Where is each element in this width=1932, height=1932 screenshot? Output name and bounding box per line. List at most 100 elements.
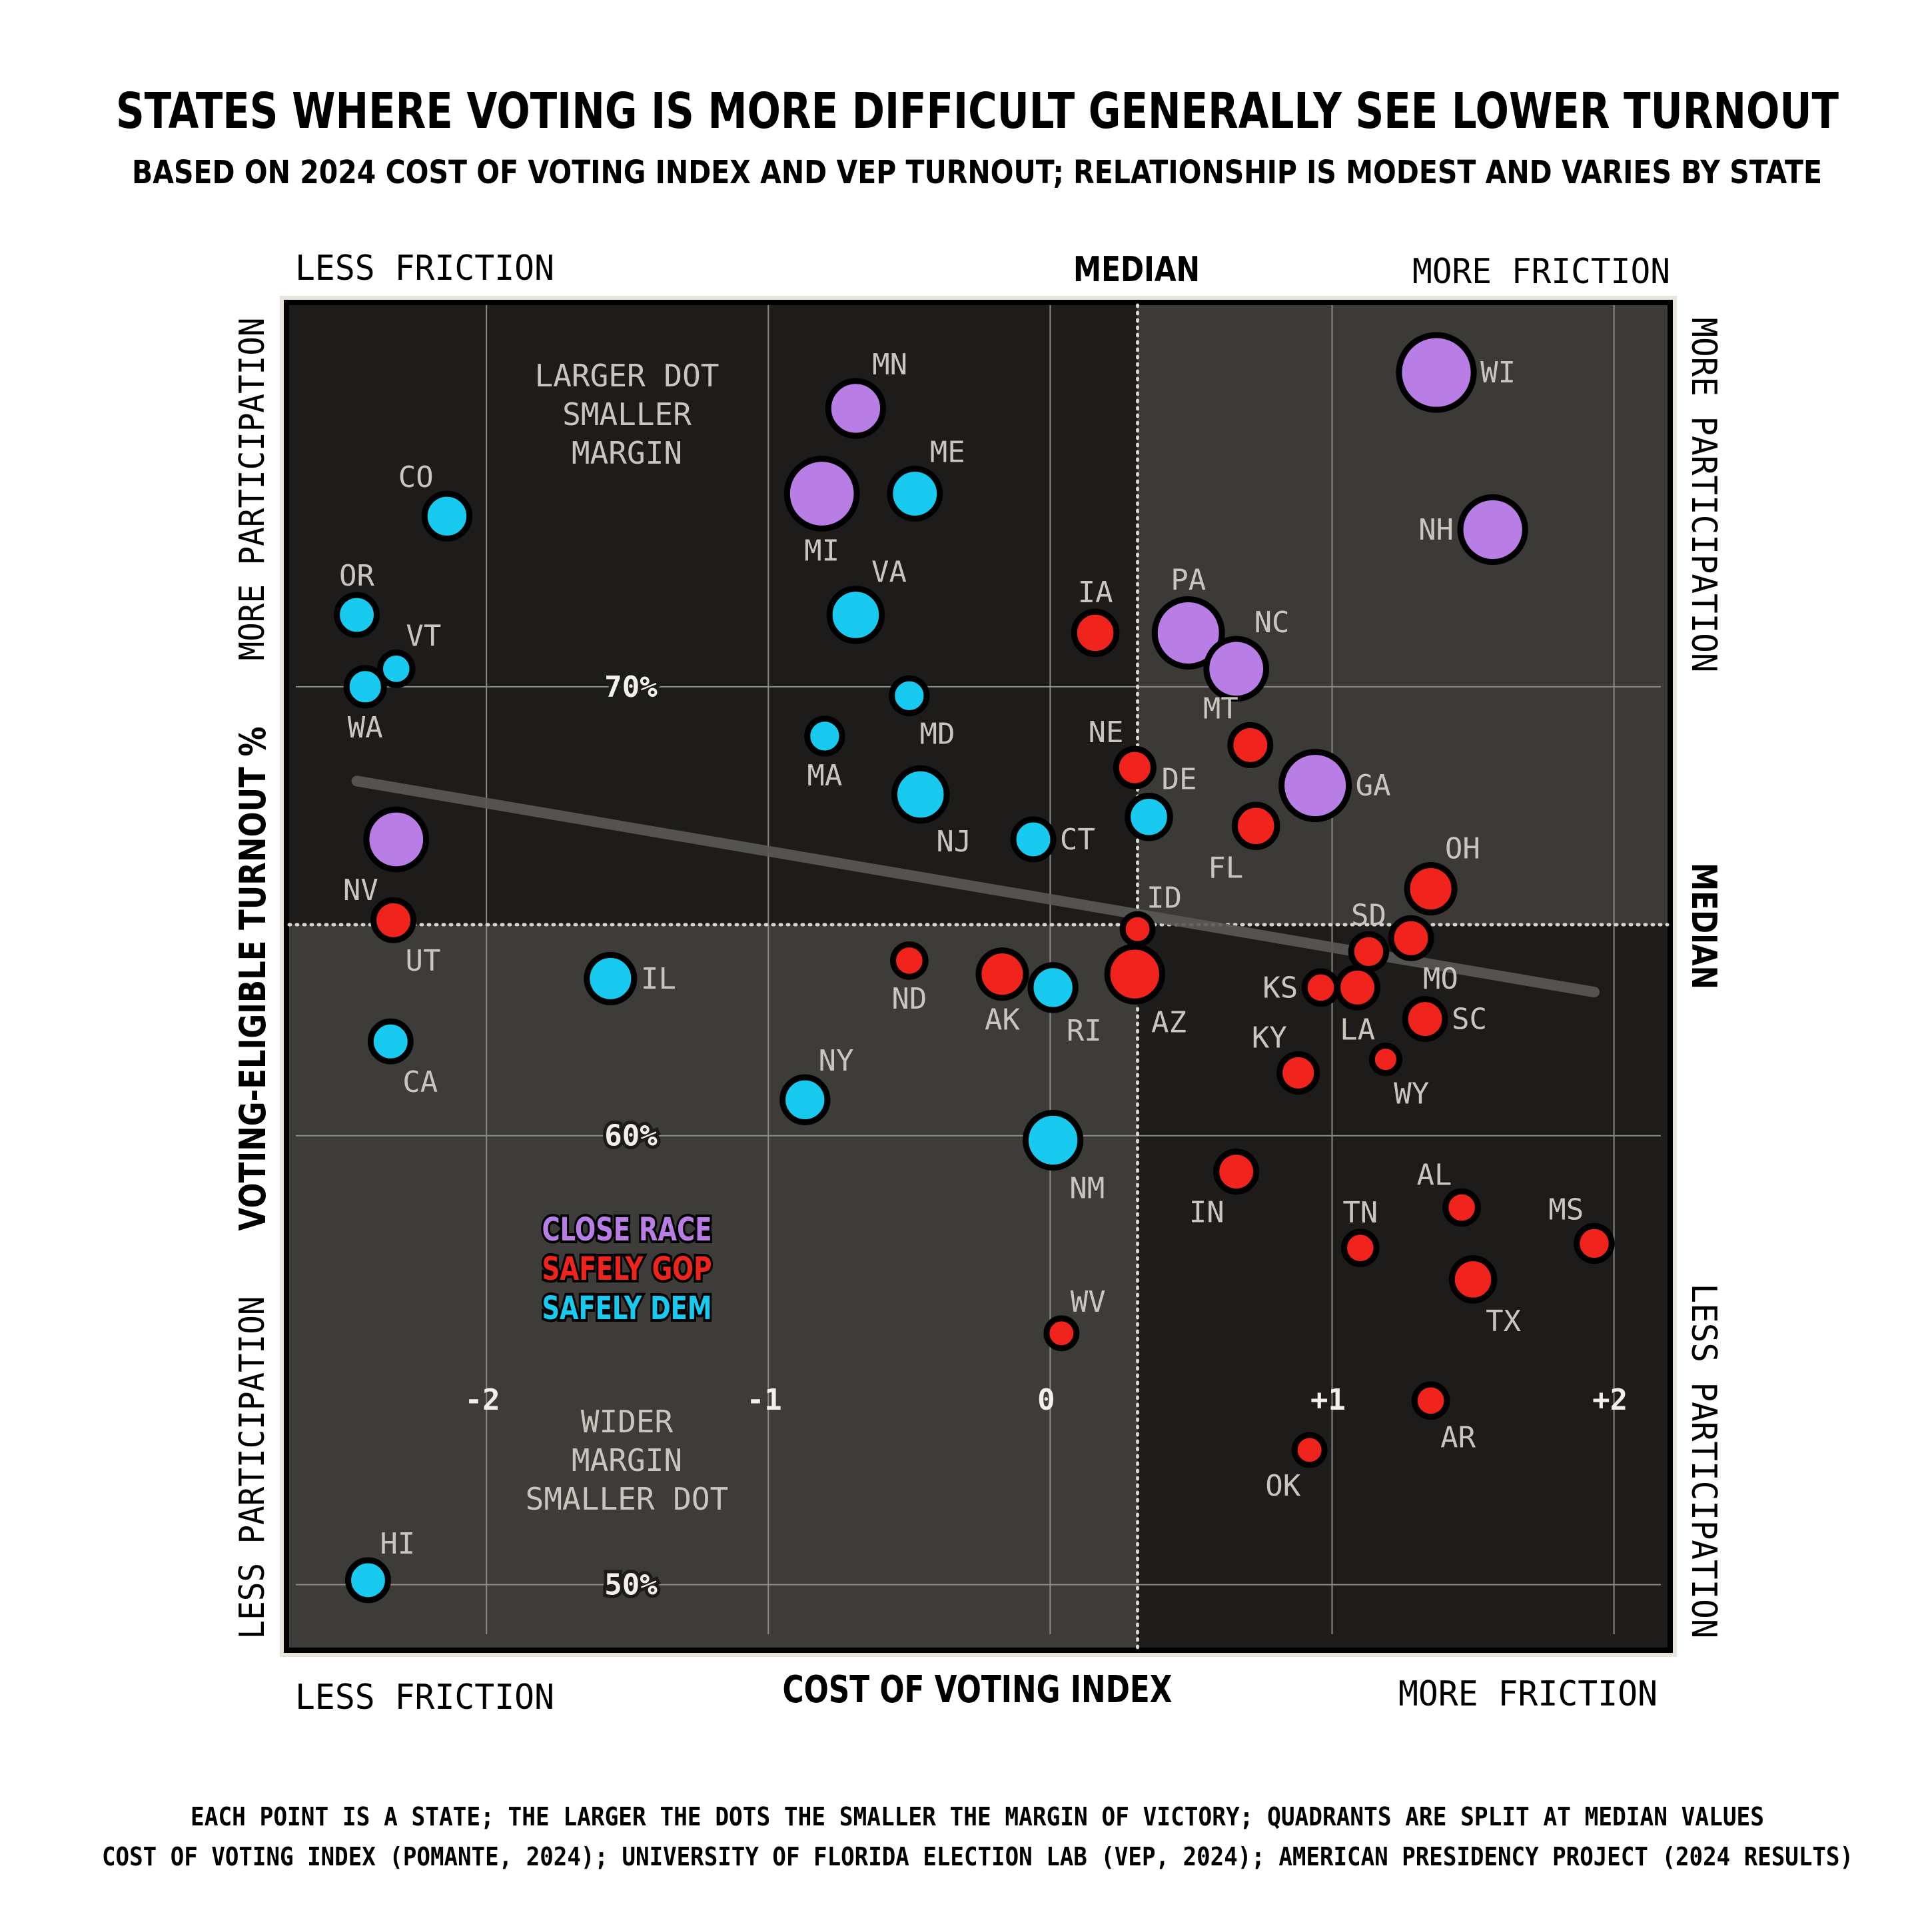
point-ok [1291, 1432, 1328, 1468]
annotation-top-line: LARGER DOT [535, 358, 720, 394]
y-note-less-left: LESS PARTICIPATION [233, 1296, 272, 1640]
point-label-or: OR [339, 559, 374, 593]
point-nd [890, 941, 929, 980]
point-ia [1071, 608, 1120, 658]
point-ut [370, 897, 416, 943]
point-label-in: IN [1189, 1196, 1224, 1230]
point-label-nm: NM [1069, 1172, 1105, 1206]
x-tick-label: +1 [1310, 1383, 1346, 1417]
point-label-fl: FL [1208, 851, 1243, 885]
point-label-hi: HI [380, 1527, 415, 1561]
point-nj [891, 765, 950, 824]
annotation-top-line: MARGIN [572, 435, 682, 471]
annotation-bottom-line: MARGIN [572, 1442, 682, 1478]
y-tick-label: 60% [604, 1119, 658, 1153]
point-label-ny: NY [818, 1044, 853, 1078]
point-label-ga: GA [1356, 769, 1391, 803]
point-label-nv: NV [343, 873, 378, 907]
point-nv [363, 806, 430, 873]
point-label-ky: KY [1252, 1021, 1287, 1055]
point-label-id: ID [1147, 881, 1182, 915]
quadrant-top-right [1137, 305, 1668, 925]
point-nm [1022, 1109, 1084, 1171]
point-me [887, 466, 943, 522]
x-axis-label: COST OF VOTING INDEX [783, 1668, 1173, 1711]
point-mo [1388, 915, 1434, 961]
point-label-ak: AK [985, 1003, 1020, 1037]
chart-title: STATES WHERE VOTING IS MORE DIFFICULT GE… [116, 83, 1839, 140]
point-ar [1411, 1381, 1450, 1420]
y-median-label: MEDIAN [1684, 863, 1723, 989]
point-ky [1276, 1051, 1320, 1095]
point-label-ia: IA [1078, 576, 1113, 610]
point-label-vt: VT [406, 620, 441, 654]
x-tick-label: 0 [1037, 1383, 1055, 1417]
plot-area: -2 -1 0 +1 +250%60%70%LARGER DOTSMALLERMARGI… [287, 303, 1670, 1650]
point-label-ks: KS [1262, 971, 1298, 1005]
point-al [1442, 1188, 1481, 1227]
point-label-sc: SC [1452, 1003, 1487, 1037]
point-wy [1368, 1043, 1402, 1077]
point-wa [343, 665, 387, 709]
x-note-more-bottom: MORE FRICTION [1398, 1674, 1658, 1714]
point-nh [1457, 494, 1528, 566]
point-ri [1027, 962, 1079, 1013]
point-label-oh: OH [1445, 832, 1480, 866]
x-note-more-top: MORE FRICTION [1412, 252, 1670, 292]
y-tick-label: 70% [604, 670, 658, 704]
x-tick-label: -1 [747, 1383, 782, 1417]
point-md [889, 675, 930, 716]
point-or [334, 592, 380, 638]
point-label-az: AZ [1151, 1005, 1187, 1039]
point-label-mt: MT [1203, 692, 1238, 726]
point-ma [804, 716, 845, 757]
annotation-top-line: SMALLER [562, 396, 692, 432]
footer-line-2: COST OF VOTING INDEX (POMANTE, 2024); UN… [102, 1842, 1853, 1871]
point-label-co: CO [398, 460, 434, 494]
point-label-al: AL [1417, 1158, 1452, 1192]
point-label-tn: TN [1342, 1196, 1378, 1230]
annotation-bottom-line: WIDER [581, 1404, 674, 1440]
quadrant-bottom-left [289, 925, 1138, 1648]
point-label-ct: CT [1060, 823, 1095, 857]
point-az [1104, 943, 1165, 1005]
point-tx [1448, 1255, 1498, 1304]
legend-entry-close: CLOSE RACE [542, 1211, 712, 1248]
point-label-pa: PA [1171, 563, 1206, 597]
point-label-wy: WY [1394, 1077, 1429, 1111]
point-fl [1231, 801, 1280, 851]
point-il [584, 951, 638, 1005]
point-label-mn: MN [872, 348, 907, 382]
legend-entry-dem: SAFELY DEM [542, 1290, 712, 1327]
point-label-me: ME [930, 436, 965, 470]
point-label-wv: WV [1071, 1285, 1106, 1319]
y-note-more-right: MORE PARTICIPATION [1684, 318, 1723, 673]
legend-entry-gop: SAFELY GOP [542, 1250, 712, 1288]
point-label-mi: MI [804, 534, 839, 568]
point-vt [376, 650, 416, 688]
point-ms [1574, 1222, 1615, 1264]
point-mi [783, 456, 860, 532]
point-label-md: MD [920, 717, 955, 751]
point-tn [1341, 1228, 1380, 1268]
point-label-nc: NC [1254, 606, 1290, 640]
point-label-ca: CA [402, 1065, 438, 1099]
y-tick-label: 50% [604, 1568, 658, 1602]
point-ga [1278, 749, 1352, 823]
point-label-sd: SD [1351, 898, 1386, 932]
point-label-ar: AR [1440, 1421, 1476, 1455]
point-label-tx: TX [1486, 1304, 1521, 1338]
point-in [1213, 1149, 1260, 1195]
point-ak [975, 947, 1029, 1001]
point-label-ri: RI [1067, 1014, 1102, 1048]
footer-line-1: EACH POINT IS A STATE; THE LARGER THE DO… [191, 1802, 1764, 1831]
point-label-wa: WA [348, 711, 383, 745]
point-label-mo: MO [1423, 962, 1458, 996]
point-oh [1404, 862, 1458, 916]
point-label-ne: NE [1089, 716, 1124, 749]
quadrant-bottom-right [1137, 925, 1668, 1648]
point-label-il: IL [641, 962, 676, 996]
point-hi [345, 1557, 391, 1604]
annotation-bottom-line: SMALLER DOT [526, 1481, 729, 1517]
